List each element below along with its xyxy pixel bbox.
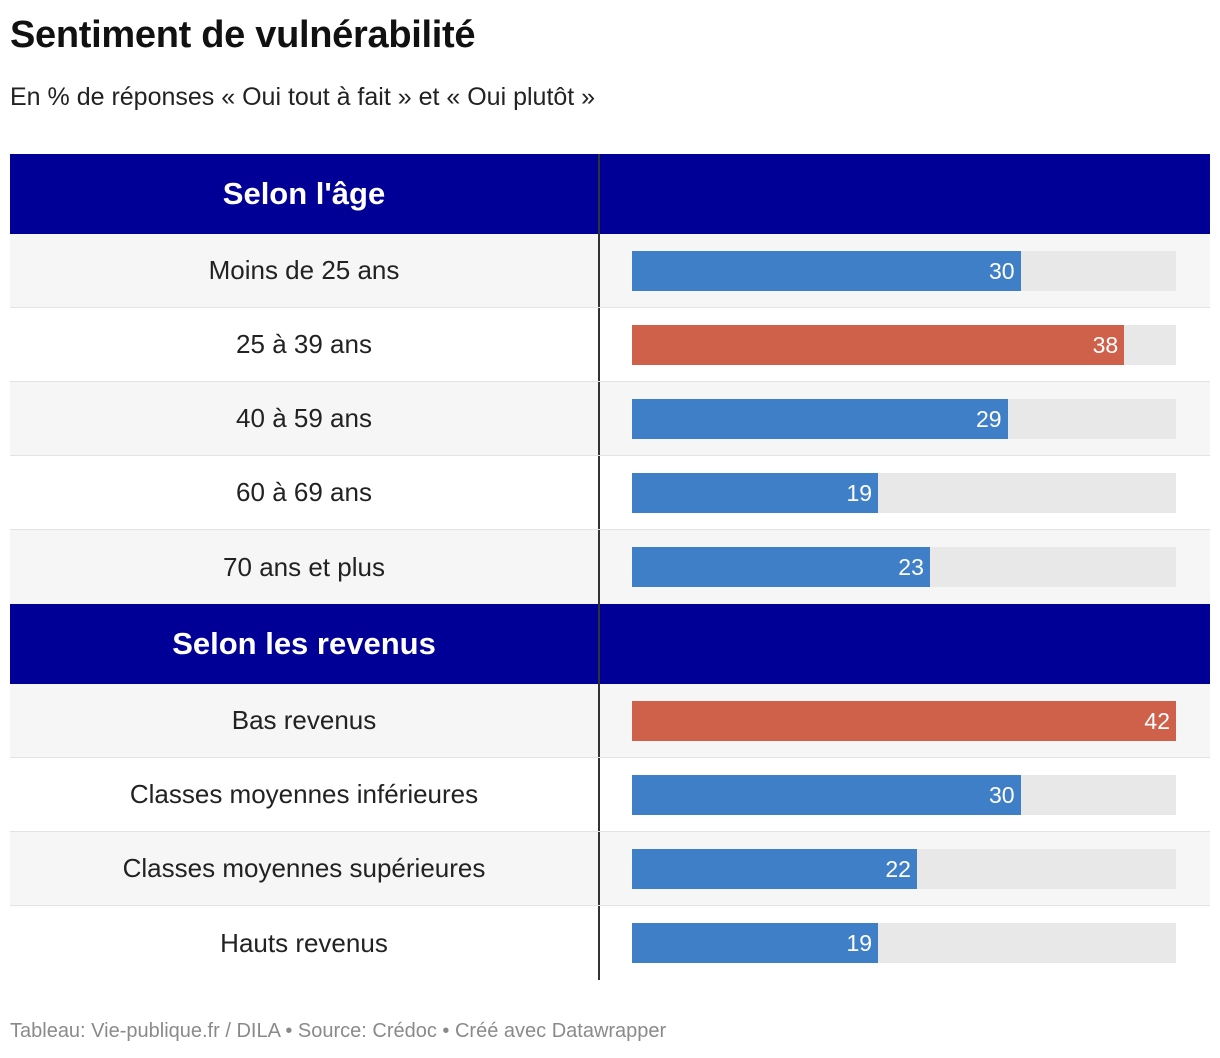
bar-track: 29 [632,399,1176,439]
table-row: 40 à 59 ans 29 [10,382,1210,456]
group-header-revenus: Selon les revenus [10,604,1210,684]
bar-track: 23 [632,547,1176,587]
table-row: Bas revenus 42 [10,684,1210,758]
bar-track: 19 [632,923,1176,963]
bar-track: 19 [632,473,1176,513]
bar-track: 30 [632,775,1176,815]
row-label: 70 ans et plus [10,530,600,604]
bar: 19 [632,473,879,513]
bar-value-label: 30 [988,257,1015,284]
row-label: 60 à 69 ans [10,456,600,529]
bar-value-label: 30 [988,781,1015,808]
table-row: Classes moyennes inférieures 30 [10,758,1210,832]
bar: 22 [632,849,917,889]
bar-value-label: 29 [976,405,1002,432]
table-row: 60 à 69 ans 19 [10,456,1210,530]
bar: 42 [632,701,1176,741]
bar: 30 [632,775,1021,815]
data-table: Selon l'âge Moins de 25 ans 30 25 à 39 a… [10,154,1210,980]
bar: 29 [632,399,1008,439]
group-header-label: Selon l'âge [10,154,600,234]
bar-value-label: 22 [885,855,911,882]
bar-track: 30 [632,251,1176,291]
group-header-age: Selon l'âge [10,154,1210,234]
row-label: 25 à 39 ans [10,308,600,381]
bar-value-label: 19 [846,479,873,506]
group-header-label: Selon les revenus [10,604,600,684]
row-label: Bas revenus [10,684,600,757]
source-footer: Tableau: Vie-publique.fr / DILA • Source… [10,1020,667,1042]
bar: 23 [632,547,930,587]
table-row: 25 à 39 ans 38 [10,308,1210,382]
row-label: 40 à 59 ans [10,382,600,455]
chart-subtitle: En % de réponses « Oui tout à fait » et … [10,83,596,111]
table-row: 70 ans et plus 23 [10,530,1210,604]
bar-value-label: 19 [846,929,873,956]
bar-track: 38 [632,325,1176,365]
table-row: Classes moyennes supérieures 22 [10,832,1210,906]
row-label: Classes moyennes inférieures [10,758,600,831]
row-label: Moins de 25 ans [10,234,600,307]
bar-value-label: 23 [898,553,924,580]
table-row: Hauts revenus 19 [10,906,1210,980]
row-label: Classes moyennes supérieures [10,832,600,905]
row-label: Hauts revenus [10,906,600,980]
bar: 19 [632,923,879,963]
bar: 30 [632,251,1021,291]
bar-track: 42 [632,701,1176,741]
bar-value-label: 38 [1092,331,1119,358]
bar-track: 22 [632,849,1176,889]
bar-value-label: 42 [1144,707,1170,734]
bar: 38 [632,325,1125,365]
chart-title: Sentiment de vulnérabilité [10,14,476,56]
table-row: Moins de 25 ans 30 [10,234,1210,308]
